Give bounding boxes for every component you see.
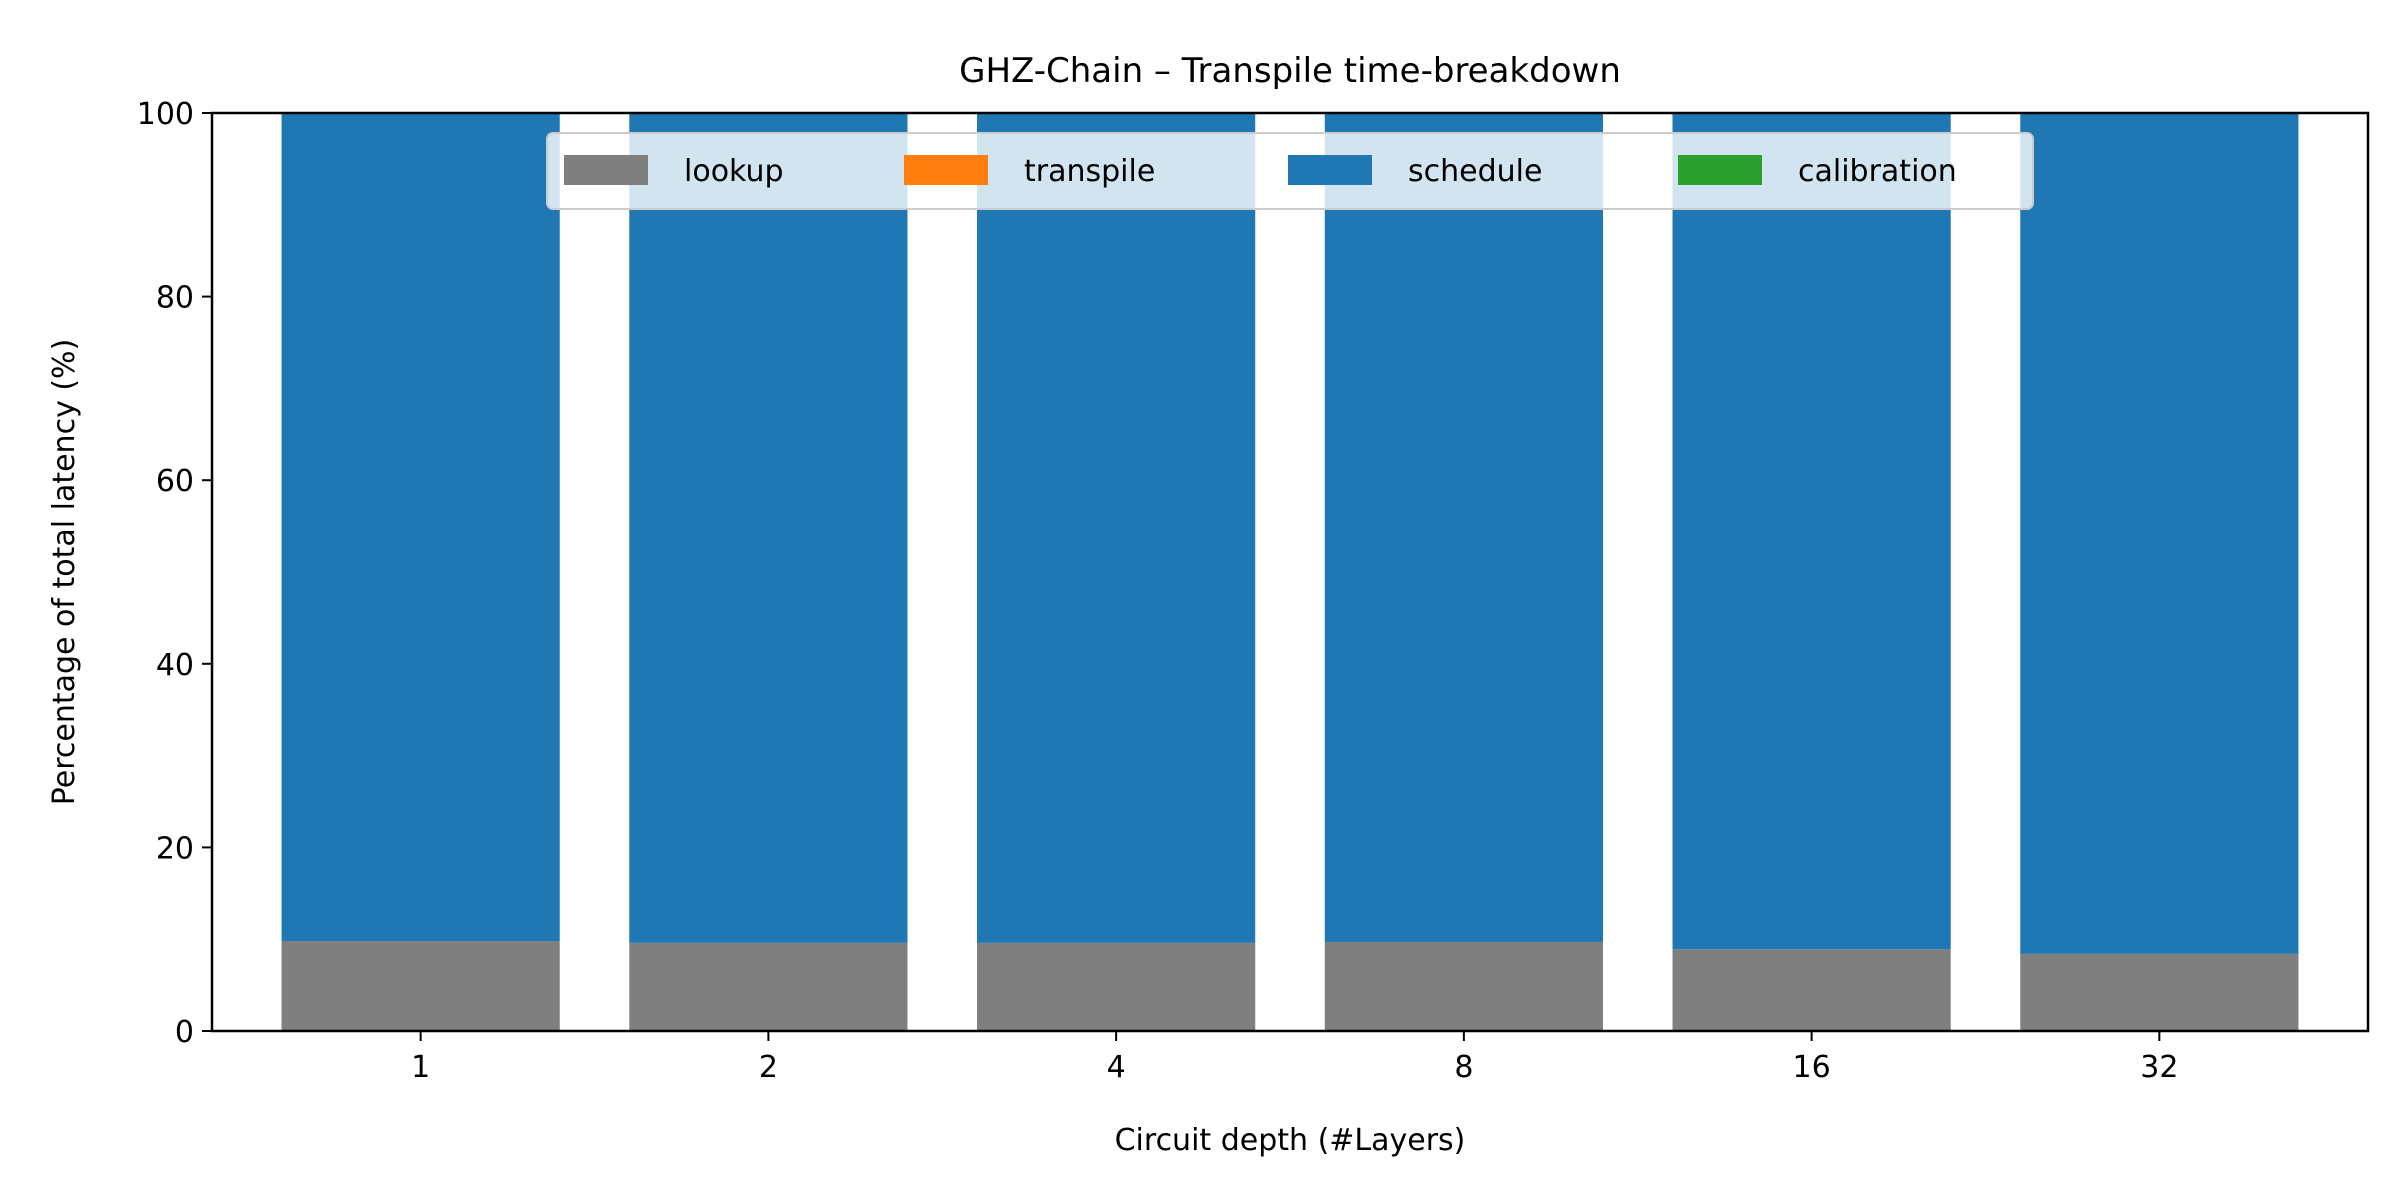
bar-schedule-16 bbox=[1672, 113, 1951, 950]
x-tick-label: 32 bbox=[2140, 1050, 2178, 1085]
y-tick-label: 0 bbox=[175, 1015, 194, 1050]
y-tick-label: 20 bbox=[156, 831, 194, 866]
bar-schedule-1 bbox=[281, 113, 560, 942]
y-tick-label: 100 bbox=[137, 97, 194, 132]
x-tick-label: 16 bbox=[1793, 1050, 1831, 1085]
bar-lookup-4 bbox=[977, 942, 1256, 1031]
bar-lookup-32 bbox=[2020, 953, 2299, 1031]
x-tick-label: 2 bbox=[759, 1050, 778, 1085]
y-axis-label: Percentage of total latency (%) bbox=[47, 339, 82, 806]
bar-lookup-1 bbox=[281, 941, 560, 1031]
legend-swatch-transpile bbox=[904, 155, 988, 185]
x-tick-label: 1 bbox=[411, 1050, 430, 1085]
x-axis: 1 2 4 8 16 32 bbox=[411, 1031, 2178, 1085]
bar-schedule-4 bbox=[977, 113, 1256, 943]
legend-swatch-calibration bbox=[1678, 155, 1762, 185]
x-tick-label: 8 bbox=[1454, 1050, 1473, 1085]
y-tick-label: 80 bbox=[156, 281, 194, 316]
bar-lookup-2 bbox=[629, 942, 908, 1031]
y-tick-label: 60 bbox=[156, 464, 194, 499]
bar-lookup-8 bbox=[1324, 941, 1603, 1031]
chart-title: GHZ-Chain – Transpile time-breakdown bbox=[959, 51, 1621, 91]
legend-label-lookup: lookup bbox=[684, 154, 784, 189]
y-tick-label: 40 bbox=[156, 648, 194, 683]
bar-schedule-2 bbox=[629, 113, 908, 943]
bar-schedule-32 bbox=[2020, 113, 2299, 954]
legend-swatch-lookup bbox=[564, 155, 648, 185]
plot-frame bbox=[210, 111, 2370, 1033]
x-tick-label: 4 bbox=[1107, 1050, 1126, 1085]
bar-lookup-16 bbox=[1672, 949, 1951, 1031]
legend-swatch-schedule bbox=[1288, 155, 1372, 185]
legend-label-schedule: schedule bbox=[1408, 154, 1542, 189]
bars-layer bbox=[281, 113, 2299, 1031]
legend-label-calibration: calibration bbox=[1798, 154, 1957, 189]
y-axis: 0 20 40 60 80 100 bbox=[137, 97, 212, 1050]
legend-label-transpile: transpile bbox=[1024, 154, 1155, 189]
bar-schedule-8 bbox=[1324, 113, 1603, 942]
x-axis-label: Circuit depth (#Layers) bbox=[1115, 1123, 1466, 1158]
legend: lookup transpile schedule calibration bbox=[546, 132, 2034, 210]
